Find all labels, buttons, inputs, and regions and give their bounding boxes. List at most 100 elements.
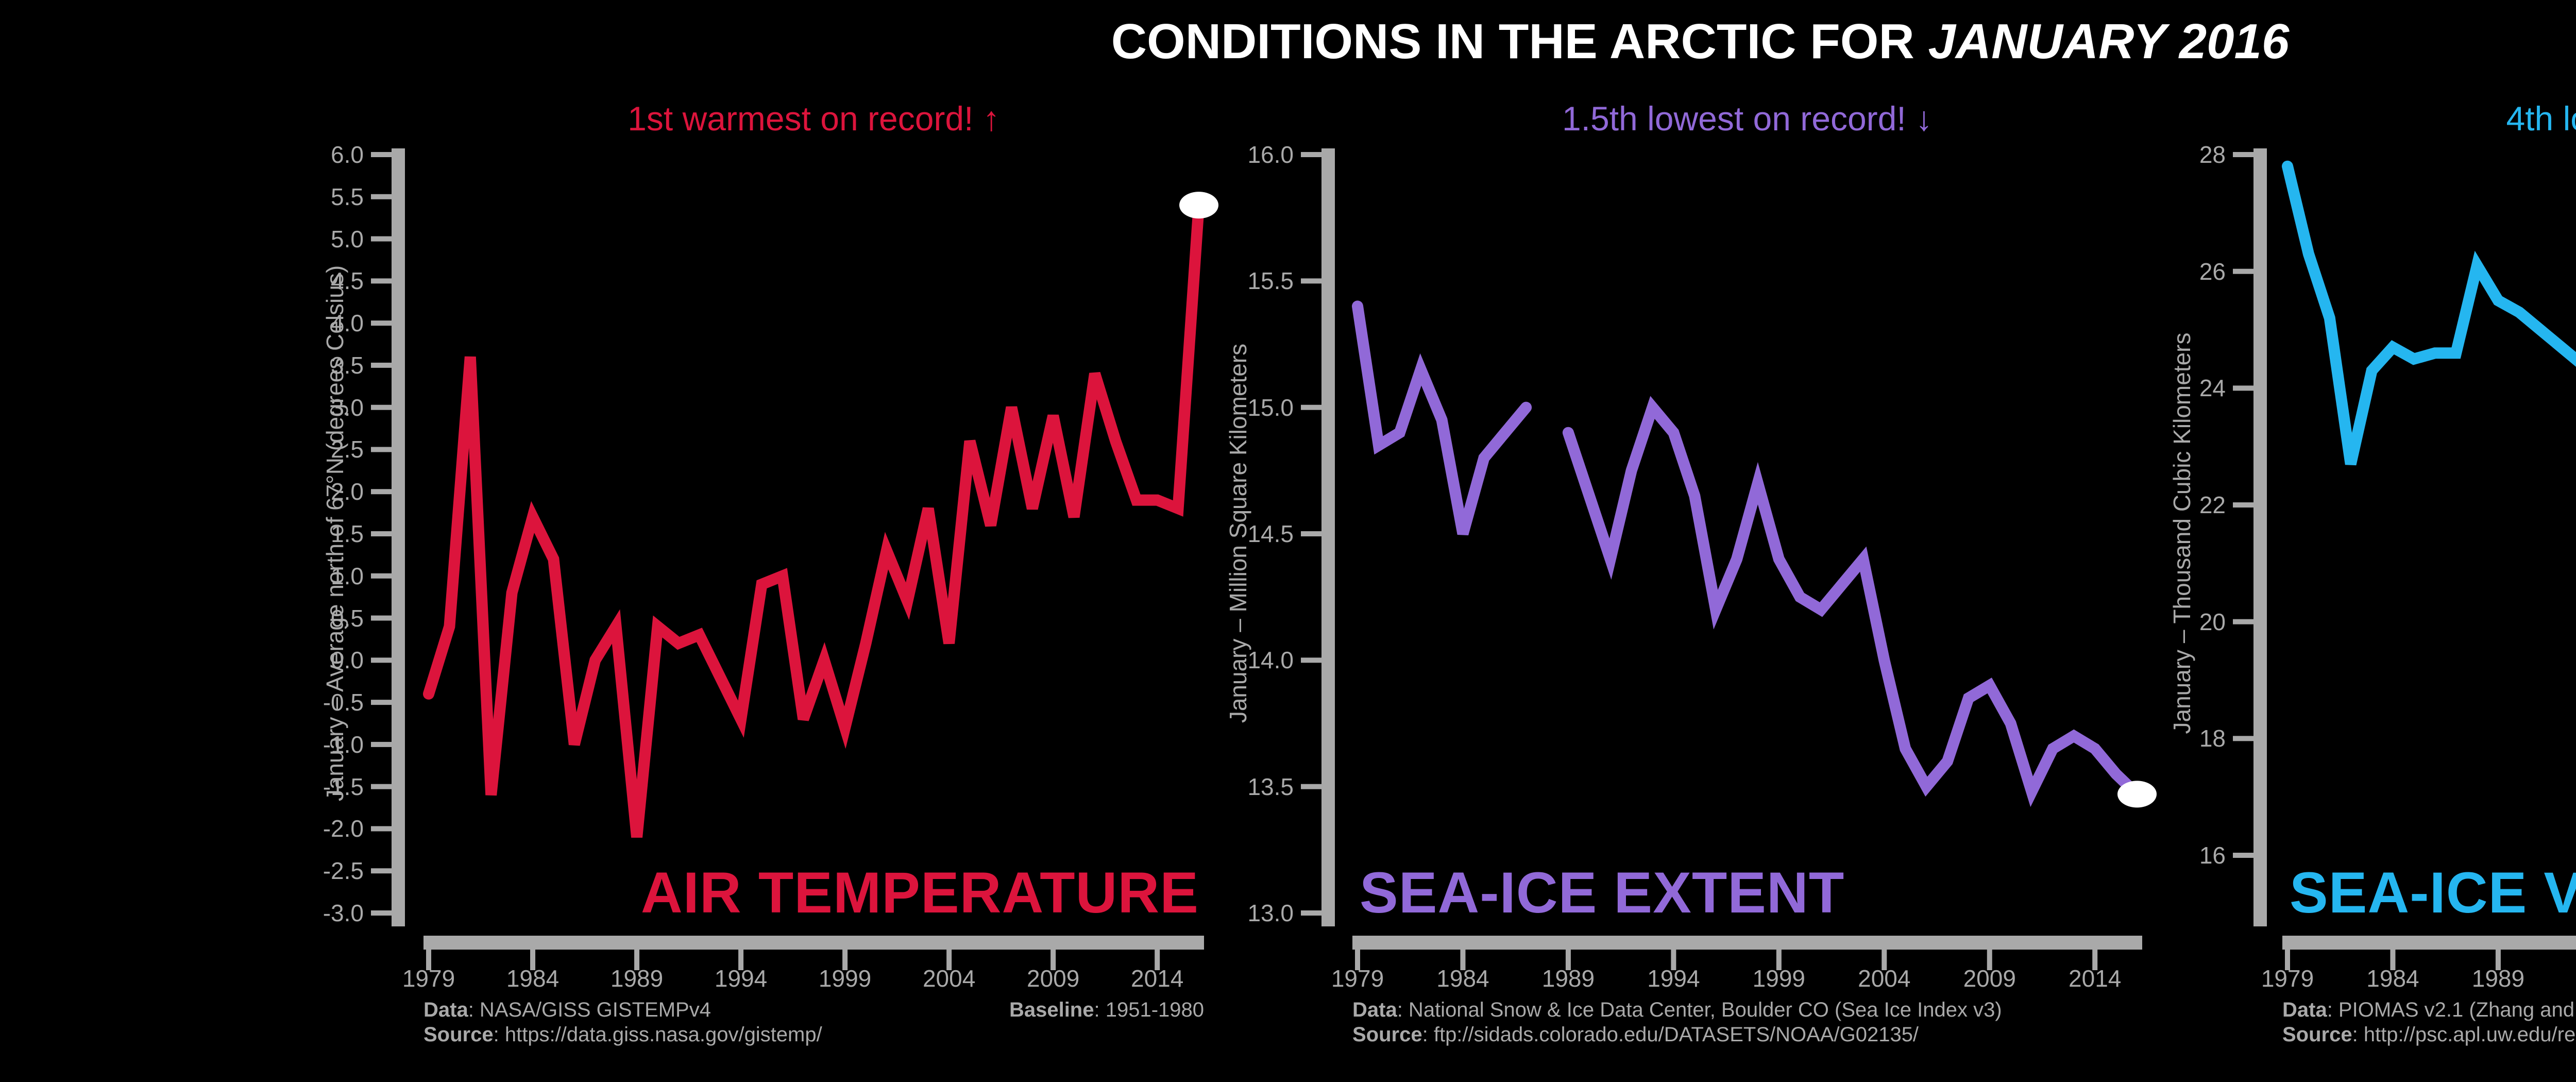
sea-ice-extent-endpoint-dot [2117, 781, 2157, 808]
sea-ice-volume-footer-source: Source: http://psc.apl.uw.edu/research/p… [2282, 1023, 2576, 1046]
y-axis-tick [2233, 385, 2253, 391]
page-title: CONDITIONS IN THE ARCTIC FOR JANUARY 201… [0, 13, 2576, 70]
y-tick-label: 16.0 [1247, 141, 1294, 168]
y-axis-tick [371, 700, 392, 705]
y-axis-tick [1301, 910, 1321, 916]
y-axis-tick [371, 531, 392, 536]
y-axis-tick [2233, 268, 2253, 274]
y-axis-tick [1301, 278, 1321, 284]
y-tick-label: -2.0 [323, 815, 364, 842]
sea-ice-extent-footer-data: Data: National Snow & Ice Data Center, B… [1352, 999, 2002, 1021]
y-tick-label: 5.5 [331, 183, 364, 210]
y-axis-tick [371, 320, 392, 326]
y-tick-label: 14.5 [1247, 520, 1294, 547]
page-title-italic: JANUARY 2016 [1928, 14, 2290, 69]
y-axis-tick [2233, 502, 2253, 508]
x-tick-label: 1989 [610, 965, 664, 992]
y-axis-tick [2233, 619, 2253, 624]
y-tick-label: 5.0 [331, 225, 364, 252]
y-axis-bar [1321, 148, 1335, 926]
air-temperature-ylabel: January – Average north of 67°N (degrees… [321, 265, 348, 802]
x-tick-label: 1994 [2552, 965, 2576, 992]
air-temperature-footer-baseline: Baseline: 1951-1980 [1009, 999, 1204, 1021]
y-axis-tick [371, 447, 392, 452]
x-tick-label: 1989 [1541, 965, 1595, 992]
x-tick-label: 1999 [1752, 965, 1805, 992]
x-axis-tick [1987, 950, 1992, 970]
y-tick-label: 1.5 [331, 520, 364, 547]
y-axis-tick [371, 868, 392, 874]
x-tick-label: 1979 [2261, 965, 2314, 992]
y-axis-tick [1301, 531, 1321, 536]
y-tick-label: -0.5 [323, 689, 364, 716]
y-axis-tick [2233, 853, 2253, 858]
y-tick-label: 13.0 [1247, 900, 1294, 926]
y-tick-label: -1.5 [323, 773, 364, 800]
y-axis-bar [2253, 148, 2267, 926]
x-axis-tick [1460, 950, 1466, 970]
x-tick-label: 1984 [506, 965, 560, 992]
y-tick-label: 2.5 [331, 436, 364, 463]
y-tick-label: 18 [2199, 725, 2226, 752]
x-tick-label: 2014 [1131, 965, 1184, 992]
y-axis-tick [371, 404, 392, 410]
y-tick-label: 26 [2199, 258, 2226, 285]
y-tick-label: 0.5 [331, 604, 364, 632]
y-axis-tick [1301, 404, 1321, 410]
x-tick-label: 2014 [2069, 965, 2122, 992]
y-axis-tick [1301, 152, 1321, 157]
y-axis-tick [1301, 657, 1321, 663]
x-tick-label: 1984 [2366, 965, 2419, 992]
y-tick-label: -3.0 [323, 900, 364, 926]
y-tick-label: 3.5 [331, 351, 364, 379]
y-axis-tick [371, 910, 392, 916]
air-temperature-endpoint-dot [1179, 192, 1218, 219]
x-axis-tick [530, 950, 536, 970]
x-axis-tick [842, 950, 848, 970]
y-tick-label: 24 [2199, 375, 2226, 402]
y-axis-tick [371, 362, 392, 368]
y-tick-label: 4.0 [331, 310, 364, 337]
x-axis-tick [634, 950, 640, 970]
y-axis-tick [371, 741, 392, 747]
x-axis-bar [2282, 936, 2576, 950]
sea-ice-extent-footer-source: Source: ftp://sidads.colorado.edu/DATASE… [1352, 1023, 1919, 1046]
y-axis-tick [371, 826, 392, 832]
x-axis-tick [426, 950, 431, 970]
y-axis-tick [371, 489, 392, 495]
y-axis-tick [2233, 152, 2253, 157]
sea-ice-volume-line [2282, 160, 2576, 466]
y-tick-label: 28 [2199, 141, 2226, 168]
y-axis-tick [371, 615, 392, 621]
sea-ice-volume-name: SEA-ICE VOLUME [2290, 860, 2576, 925]
y-tick-label: -2.5 [323, 857, 364, 885]
y-tick-label: 15.0 [1247, 394, 1294, 421]
x-axis-tick [2495, 950, 2501, 970]
x-axis-tick [738, 950, 744, 970]
x-axis-tick [2285, 950, 2290, 970]
x-axis-tick [1882, 950, 1887, 970]
y-axis-tick [371, 278, 392, 284]
y-tick-label: 4.5 [331, 267, 364, 295]
x-axis-tick [1155, 950, 1160, 970]
x-axis-tick [2390, 950, 2396, 970]
air-temperature-line [423, 199, 1205, 838]
air-temperature-name: AIR TEMPERATURE [640, 860, 1199, 925]
air-temperature-footer-source: Source: https://data.giss.nasa.gov/giste… [423, 1023, 822, 1046]
x-tick-label: 1984 [1436, 965, 1489, 992]
y-tick-label: 14.0 [1247, 647, 1294, 674]
y-tick-label: 16 [2199, 842, 2226, 869]
sea-ice-volume-annotation: 4th lowest on record! ↓ [2506, 99, 2576, 138]
page-title-plain: CONDITIONS IN THE ARCTIC FOR [1111, 14, 1928, 69]
y-tick-label: 3.0 [331, 394, 364, 421]
x-tick-label: 2009 [1963, 965, 2016, 992]
x-tick-label: 2009 [1026, 965, 1080, 992]
x-axis-tick [1355, 950, 1360, 970]
sea-ice-extent-line [1352, 300, 2143, 807]
x-tick-label: 1999 [818, 965, 872, 992]
y-tick-label: 13.5 [1247, 773, 1294, 800]
y-axis-tick [2233, 736, 2253, 741]
y-axis-bar [392, 148, 405, 926]
